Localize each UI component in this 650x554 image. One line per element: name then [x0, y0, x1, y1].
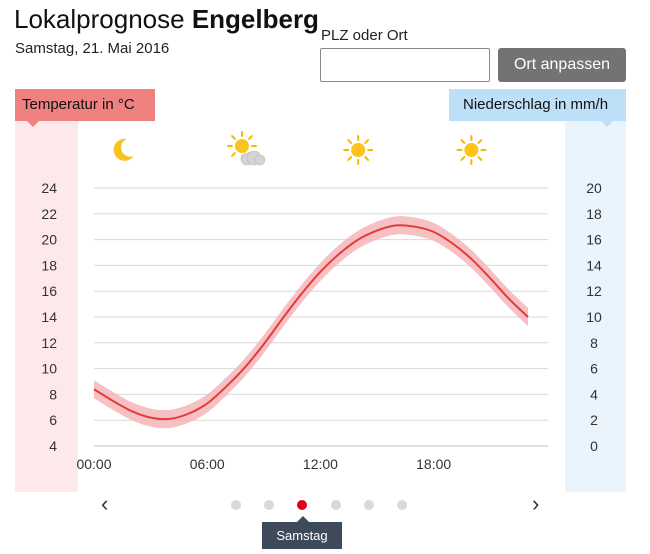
- precipitation-tick-label: 4: [590, 386, 598, 402]
- day-pager: [0, 499, 650, 511]
- precipitation-tick-label: 8: [590, 335, 598, 351]
- precipitation-tick-label: 10: [586, 309, 602, 325]
- pager-dot[interactable]: [330, 500, 341, 510]
- temperature-axis-label: Temperatur in °C: [15, 89, 155, 121]
- temperature-tick-label: 18: [41, 257, 57, 273]
- day-tooltip-pointer: [297, 516, 309, 522]
- sun-icon: [343, 135, 374, 165]
- sun-cloud-icon: [226, 131, 266, 166]
- location-input-label: PLZ oder Ort: [321, 27, 408, 44]
- change-location-button[interactable]: Ort anpassen: [498, 48, 626, 82]
- temperature-tick-label: 8: [49, 386, 57, 402]
- forecast-date: Samstag, 21. Mai 2016: [15, 40, 170, 57]
- temperature-tick-label: 6: [49, 412, 57, 428]
- pager-dot[interactable]: [363, 500, 374, 510]
- location-input[interactable]: [320, 48, 490, 82]
- x-tick-label: 12:00: [303, 456, 338, 472]
- pager-dot[interactable]: [264, 500, 275, 510]
- precipitation-tick-label: 16: [586, 232, 602, 248]
- precipitation-tick-label: 2: [590, 412, 598, 428]
- precipitation-tick-label: 6: [590, 361, 598, 377]
- pager-dot[interactable]: [231, 500, 241, 510]
- precipitation-label-pointer: [601, 121, 613, 127]
- active-day-tooltip: Samstag: [262, 522, 342, 549]
- temperature-tick-label: 24: [41, 180, 57, 196]
- temperature-tick-label: 16: [41, 283, 57, 299]
- temperature-uncertainty-band: [94, 216, 528, 429]
- temperature-tick-label: 10: [41, 361, 57, 377]
- temperature-tick-label: 14: [41, 309, 57, 325]
- x-tick-label: 18:00: [416, 456, 451, 472]
- temperature-tick-label: 20: [41, 232, 57, 248]
- precipitation-tick-label: 14: [586, 257, 602, 273]
- pager-dot[interactable]: [397, 500, 407, 510]
- moon-icon: [113, 138, 134, 161]
- precipitation-tick-label: 12: [586, 283, 602, 299]
- x-tick-label: 06:00: [190, 456, 225, 472]
- temperature-line: [93, 224, 529, 421]
- temperature-axis-band: [15, 120, 78, 492]
- temperature-tick-label: 12: [41, 335, 57, 351]
- title-location: Engelberg: [191, 4, 319, 34]
- temperature-tick-label: 4: [49, 438, 57, 454]
- precipitation-tick-label: 20: [586, 180, 602, 196]
- next-day-arrow-icon[interactable]: ›: [532, 491, 540, 516]
- precipitation-tick-label: 18: [586, 206, 602, 222]
- page-title: Lokalprognose Engelberg: [14, 4, 319, 35]
- temperature-label-pointer: [27, 121, 39, 127]
- temperature-tick-label: 22: [41, 206, 57, 222]
- pager-dot-active[interactable]: [297, 500, 308, 510]
- precipitation-axis-label: Niederschlag in mm/h: [449, 89, 626, 121]
- previous-day-arrow-icon[interactable]: ‹: [101, 491, 109, 516]
- precipitation-axis-band: [565, 120, 626, 492]
- title-prefix: Lokalprognose: [14, 4, 185, 34]
- x-tick-label: 00:00: [76, 456, 111, 472]
- sun-icon: [456, 135, 487, 165]
- precipitation-tick-label: 0: [590, 438, 598, 454]
